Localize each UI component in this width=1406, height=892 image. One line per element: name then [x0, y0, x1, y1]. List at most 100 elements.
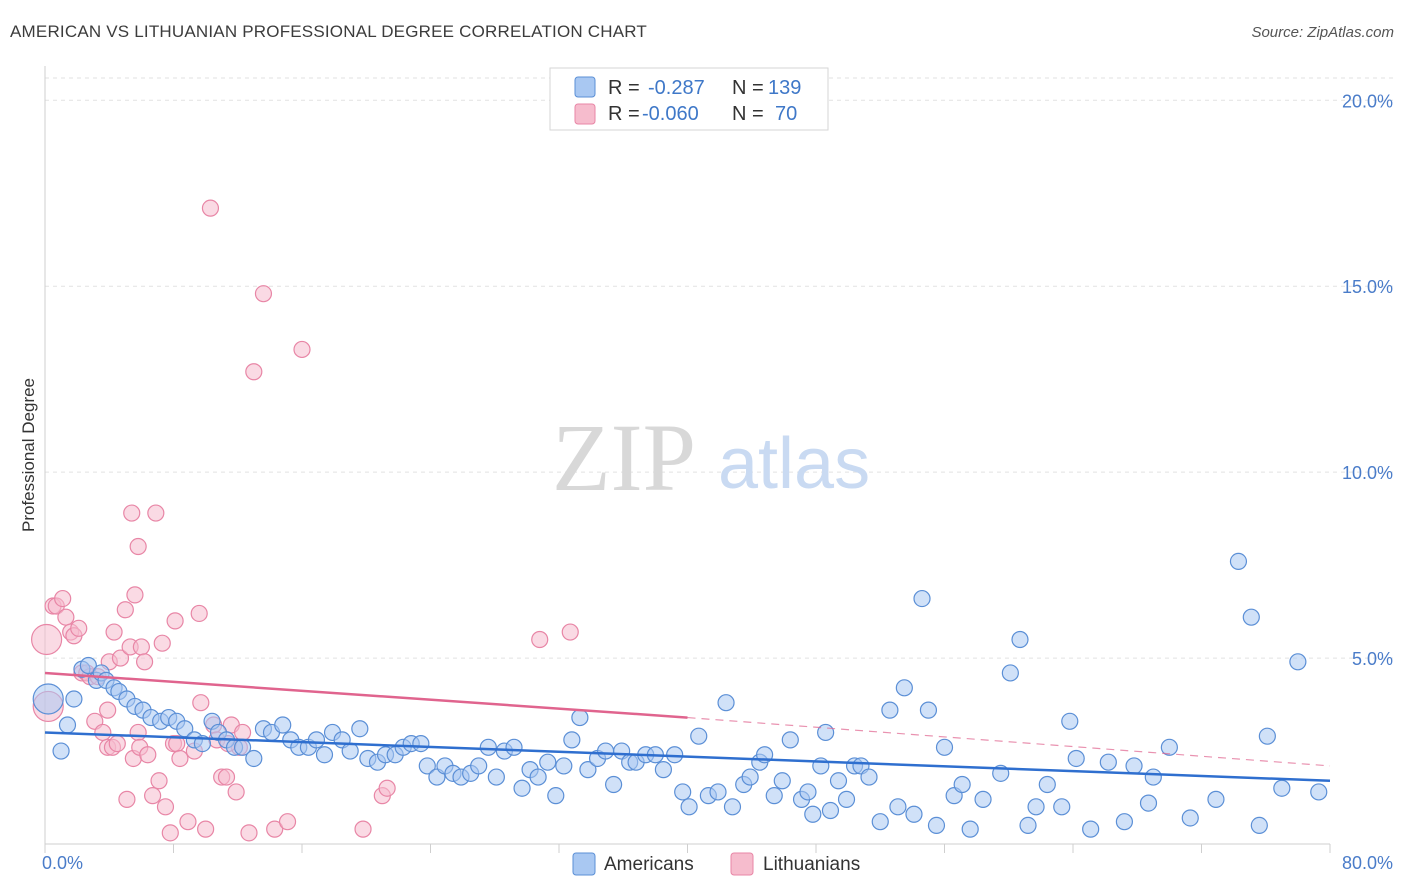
americans-point-52 — [470, 757, 488, 775]
americans-point-46 — [418, 757, 436, 775]
bottom-legend-swatch-lithuanians — [730, 852, 754, 876]
y-tick-labels: 5.0% 10.0% 15.0% 20.0% — [1342, 91, 1393, 669]
americans-point-60 — [539, 753, 557, 771]
americans-point-65 — [579, 761, 597, 779]
americans-point-91 — [799, 783, 817, 801]
legend-swatch-lithuanians — [574, 103, 596, 125]
americans-point-106 — [913, 589, 931, 608]
lithuanians-point-0 — [31, 623, 63, 656]
americans-point-95 — [821, 801, 840, 820]
legend-n-label-lithuanians: N = — [732, 103, 764, 125]
americans-point-77 — [680, 798, 698, 816]
americans-point-88 — [773, 772, 791, 790]
legend-n-value-lithuanians: 70 — [775, 103, 797, 125]
americans-point-96 — [829, 772, 848, 790]
legend-n-value-americans: 139 — [768, 77, 801, 99]
americans-point-89 — [781, 731, 799, 749]
lithuanians-trendline-extension — [687, 716, 1331, 767]
lithuanians-point-5 — [57, 608, 75, 626]
americans-point-113 — [974, 790, 992, 808]
americans-point-34 — [315, 746, 334, 764]
y-axis-label: Professional Degree — [19, 378, 38, 532]
americans-point-68 — [605, 775, 623, 794]
americans-point-111 — [953, 775, 971, 794]
watermark-atlas: atlas — [718, 424, 870, 504]
legend-r-value-lithuanians: -0.060 — [642, 103, 699, 125]
americans-point-74 — [654, 761, 673, 779]
lithuanians-point-59 — [245, 363, 263, 381]
lithuanians-point-64 — [354, 820, 372, 838]
y-tick-label-0: 5.0% — [1352, 649, 1393, 669]
americans-point-108 — [927, 816, 946, 835]
americans-point-97 — [837, 790, 856, 808]
americans-point-2 — [58, 716, 77, 734]
lithuanians-point-61 — [266, 820, 284, 838]
americans-point-130 — [1250, 816, 1268, 835]
americans-point-129 — [1207, 790, 1225, 808]
americans-point-112 — [961, 820, 979, 838]
lithuanians-point-60 — [254, 285, 273, 303]
top-legend-box — [549, 67, 829, 131]
bottom-legend-label-americans: Americans — [604, 854, 694, 875]
americans-point-128 — [1181, 809, 1199, 827]
americans-point-127 — [1139, 794, 1158, 812]
lithuanians-point-25 — [126, 586, 144, 604]
americans-point-138 — [1144, 768, 1162, 786]
lithuanians-point-4 — [54, 589, 72, 608]
lithuanians-point-63 — [293, 340, 311, 359]
lithuanians-point-32 — [135, 653, 154, 671]
americans-point-59 — [529, 768, 547, 786]
americans-point-103 — [889, 798, 907, 816]
legend-r-label-lithuanians: R = — [608, 103, 640, 125]
lithuanians-point-48 — [197, 820, 215, 838]
lithuanians-point-33 — [139, 746, 157, 764]
americans-point-62 — [555, 757, 573, 775]
legend-r-label-americans: R = — [608, 77, 640, 99]
americans-point-81 — [717, 694, 735, 712]
americans-point-134 — [1273, 779, 1291, 797]
americans-point-120 — [1053, 798, 1071, 816]
americans-point-117 — [1019, 816, 1037, 835]
lithuanians-point-53 — [217, 768, 236, 786]
lithuanians-point-46 — [190, 604, 208, 623]
bottom-legend-label-lithuanians: Lithuanians — [763, 854, 860, 875]
americans-point-119 — [1038, 775, 1056, 794]
lithuanians-point-38 — [156, 798, 175, 816]
americans-point-118 — [1027, 798, 1045, 816]
lithuanians-point-41 — [166, 612, 184, 630]
americans-point-45 — [412, 735, 430, 753]
americans-point-123 — [1082, 820, 1100, 838]
americans-point-131 — [1229, 552, 1248, 570]
americans-point-105 — [905, 805, 923, 823]
lithuanians-point-66 — [378, 779, 396, 797]
lithuanians-point-23 — [118, 790, 136, 808]
lithuanians-point-68 — [561, 623, 579, 641]
lithuanians-point-36 — [150, 772, 168, 790]
bottom-legend: Americans Lithuanians — [572, 852, 860, 876]
americans-point-64 — [571, 708, 589, 727]
americans-point-101 — [871, 813, 889, 831]
lithuanians-point-30 — [129, 537, 147, 556]
legend-r-value-americans: -0.287 — [648, 77, 705, 99]
americans-point-107 — [919, 701, 938, 719]
legend-swatch-americans — [574, 76, 596, 98]
americans-point-37 — [341, 742, 359, 760]
americans-point-53 — [479, 738, 497, 756]
lithuanians-point-43 — [171, 749, 189, 768]
americans-point-80 — [709, 783, 727, 801]
americans-point-0 — [32, 683, 64, 715]
americans-point-3 — [65, 690, 83, 708]
lithuanians-point-8 — [70, 619, 88, 637]
americans-point-125 — [1115, 813, 1134, 831]
x-tick-label-max: 80.0% — [1342, 853, 1393, 873]
americans-point-115 — [1001, 664, 1019, 682]
bottom-legend-swatch-americans — [572, 852, 596, 876]
americans-point-116 — [1011, 630, 1029, 649]
lithuanians-point-14 — [94, 723, 112, 742]
lithuanians-point-29 — [123, 504, 141, 522]
lithuanians-point-19 — [105, 623, 123, 641]
americans-point-33 — [307, 731, 326, 749]
americans-point-26 — [245, 749, 263, 768]
americans-point-56 — [505, 738, 523, 756]
